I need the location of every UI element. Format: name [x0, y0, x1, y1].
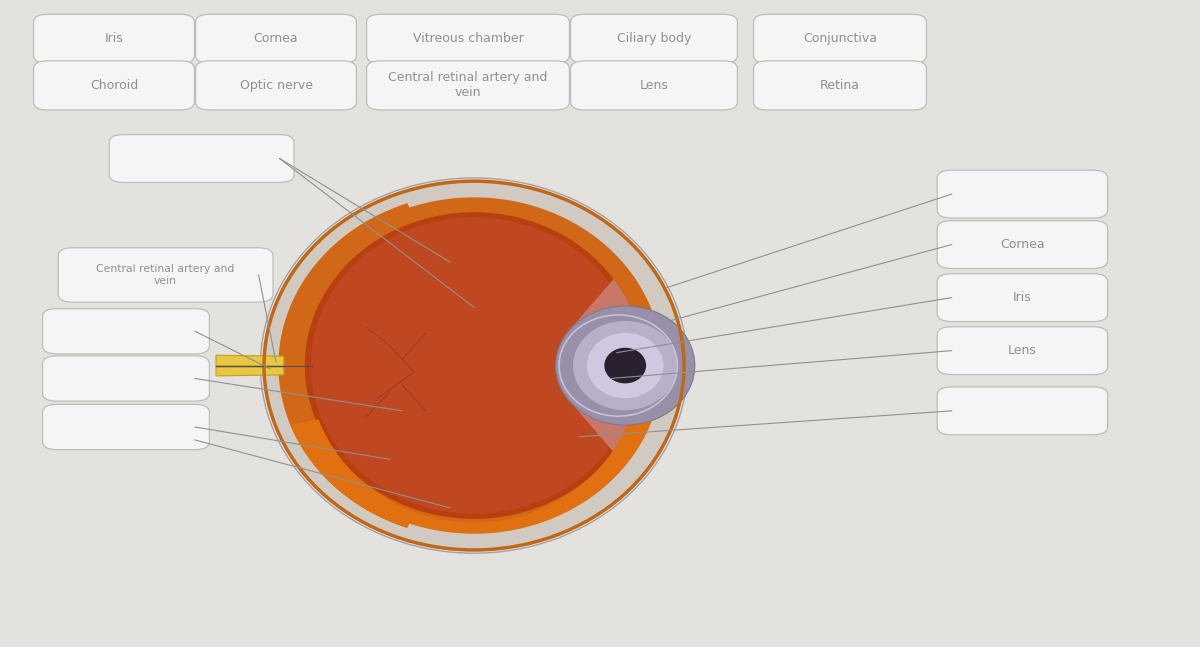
FancyBboxPatch shape: [754, 61, 926, 110]
Ellipse shape: [278, 193, 670, 538]
FancyBboxPatch shape: [42, 309, 209, 354]
Text: Cornea: Cornea: [1000, 238, 1045, 251]
FancyBboxPatch shape: [42, 404, 209, 450]
FancyBboxPatch shape: [937, 221, 1108, 269]
Polygon shape: [564, 279, 643, 452]
Text: Choroid: Choroid: [90, 79, 138, 92]
Text: Retina: Retina: [820, 79, 860, 92]
Text: Central retinal artery and
vein: Central retinal artery and vein: [389, 71, 547, 100]
Ellipse shape: [556, 306, 695, 425]
Text: Optic nerve: Optic nerve: [240, 79, 312, 92]
Polygon shape: [402, 181, 684, 550]
FancyBboxPatch shape: [937, 327, 1108, 375]
FancyBboxPatch shape: [109, 135, 294, 182]
Text: Ciliary body: Ciliary body: [617, 32, 691, 45]
Ellipse shape: [587, 333, 664, 399]
Ellipse shape: [605, 347, 646, 384]
Polygon shape: [290, 404, 664, 538]
FancyBboxPatch shape: [34, 14, 194, 63]
Polygon shape: [216, 355, 284, 376]
FancyBboxPatch shape: [571, 61, 738, 110]
Text: Lens: Lens: [640, 79, 668, 92]
Ellipse shape: [574, 321, 678, 410]
FancyBboxPatch shape: [59, 248, 274, 302]
Text: Lens: Lens: [1008, 344, 1037, 357]
Text: Vitreous chamber: Vitreous chamber: [413, 32, 523, 45]
FancyBboxPatch shape: [196, 61, 356, 110]
Ellipse shape: [305, 212, 643, 519]
FancyBboxPatch shape: [42, 356, 209, 401]
Ellipse shape: [264, 181, 684, 550]
FancyBboxPatch shape: [937, 274, 1108, 322]
Text: Central retinal artery and
vein: Central retinal artery and vein: [96, 264, 235, 286]
Text: Conjunctiva: Conjunctiva: [803, 32, 877, 45]
FancyBboxPatch shape: [196, 14, 356, 63]
FancyBboxPatch shape: [367, 14, 570, 63]
Ellipse shape: [311, 217, 637, 514]
FancyBboxPatch shape: [34, 61, 194, 110]
Text: Iris: Iris: [104, 32, 124, 45]
FancyBboxPatch shape: [571, 14, 738, 63]
FancyBboxPatch shape: [367, 61, 570, 110]
FancyBboxPatch shape: [754, 14, 926, 63]
Text: Iris: Iris: [1013, 291, 1032, 304]
Text: Cornea: Cornea: [253, 32, 299, 45]
FancyBboxPatch shape: [937, 170, 1108, 218]
FancyBboxPatch shape: [937, 387, 1108, 435]
